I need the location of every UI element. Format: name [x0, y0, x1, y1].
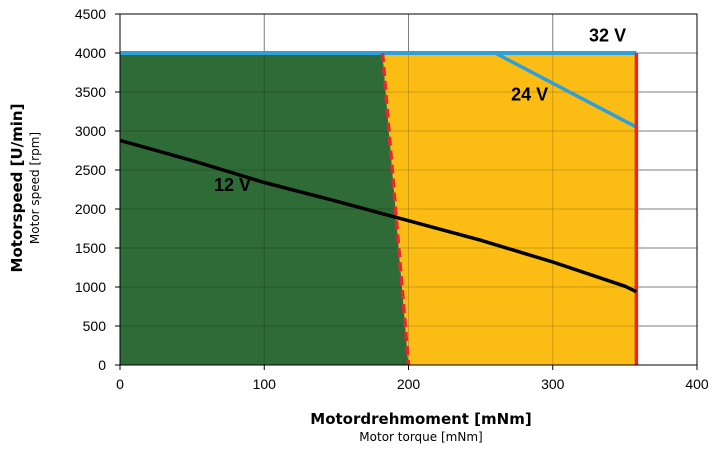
- series-label: 24 V: [511, 85, 548, 105]
- y-tick-label: 4000: [75, 45, 106, 61]
- cont-limit-line: [380, 52, 411, 366]
- curves: [119, 51, 639, 366]
- x-axis-title: Motordrehmoment [mNm]: [310, 410, 531, 428]
- y-tick-label: 1000: [75, 279, 106, 295]
- x-axis-ticks: 0 100 200 300 400: [116, 365, 709, 392]
- y-tick-label: 2500: [75, 162, 106, 178]
- y-tick-label: 1500: [75, 240, 106, 256]
- x-tick-label: 300: [541, 376, 565, 392]
- y-axis-subtitle: Motor speed [rpm]: [28, 132, 42, 244]
- series-label: 12 V: [214, 175, 251, 195]
- y-tick-label: 3500: [75, 84, 106, 100]
- x-tick-label: 100: [253, 376, 277, 392]
- y-axis-ticks: 0 500 1000 1500 2000 2500 3000 3500 4000 4500: [75, 6, 120, 373]
- x-tick-label: 200: [397, 376, 421, 392]
- y-tick-label: 0: [98, 357, 106, 373]
- y-tick-label: 4500: [75, 6, 106, 22]
- x-tick-label: 0: [116, 376, 124, 392]
- series-label: 32 V: [589, 25, 626, 45]
- x-axis-subtitle: Motor torque [mNm]: [359, 430, 482, 444]
- intermittent-region: [382, 53, 637, 365]
- curve-labels: 12 V 24 V 32 V: [214, 25, 626, 195]
- x-tick-label: 400: [685, 376, 709, 392]
- y-tick-label: 2000: [75, 201, 106, 217]
- v24-line: [120, 51, 638, 129]
- v12-line: [119, 138, 638, 294]
- continuous-region: [120, 53, 409, 365]
- y-tick-label: 500: [83, 318, 107, 334]
- y-tick-label: 3000: [75, 123, 106, 139]
- y-axis-title: Motorspeed [U/min]: [8, 104, 26, 273]
- operating-regions: [120, 53, 637, 365]
